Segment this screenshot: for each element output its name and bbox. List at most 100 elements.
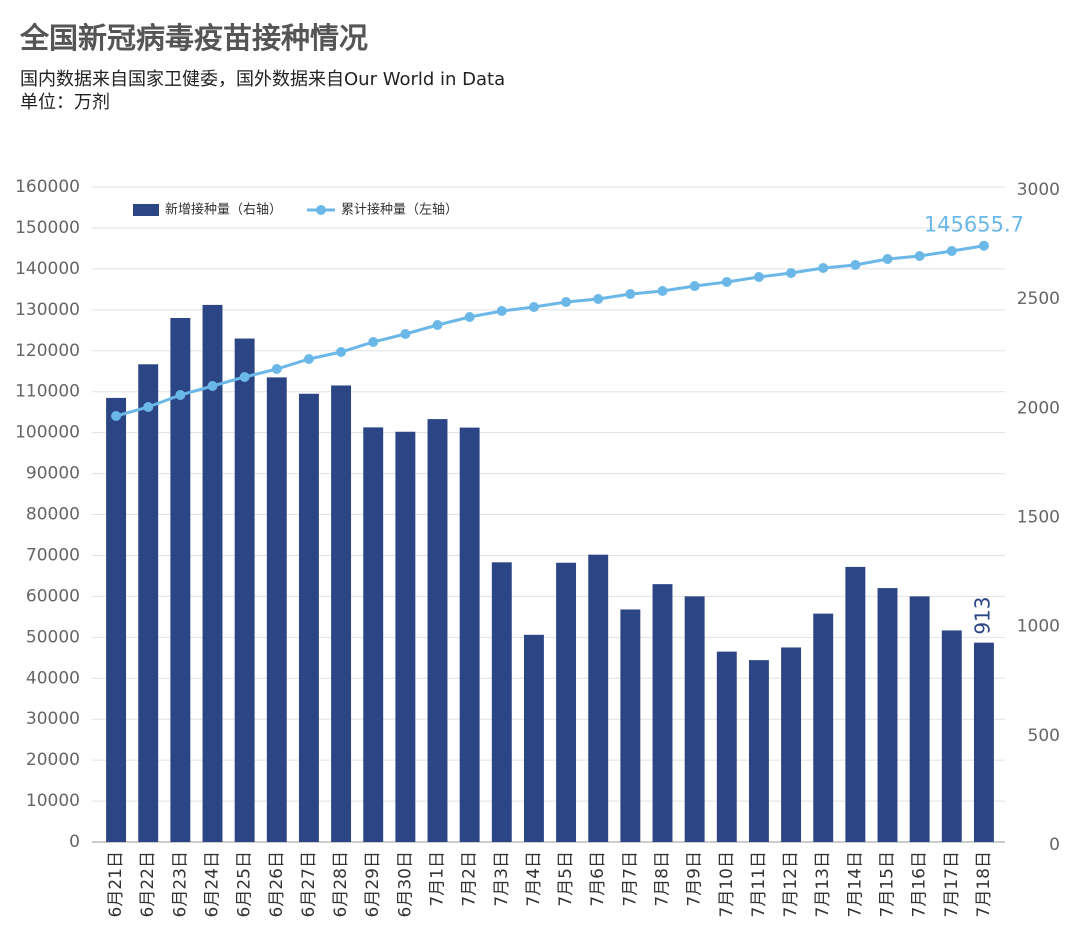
line-point	[593, 294, 604, 305]
x-tick-label: 6月30日	[395, 851, 415, 917]
bar	[331, 385, 352, 842]
line-point	[336, 346, 347, 357]
line-point	[207, 380, 218, 391]
bar	[845, 566, 866, 842]
x-tick-label: 7月14日	[845, 851, 865, 917]
data-label: 913	[970, 596, 994, 634]
bar	[748, 660, 769, 842]
line-point	[561, 296, 572, 307]
bar	[202, 304, 223, 842]
y-tick-label: 40000	[26, 668, 80, 688]
line-point	[464, 312, 475, 323]
data-label: 145655.7	[924, 213, 1024, 237]
line-point	[111, 411, 122, 422]
line-point	[786, 268, 797, 279]
bar	[684, 596, 705, 842]
line-point	[914, 251, 925, 262]
bar	[909, 596, 930, 842]
x-tick-label: 7月1日	[428, 851, 448, 907]
bar	[716, 651, 737, 842]
bar	[459, 427, 480, 842]
y2-tick-label: 3000	[1017, 180, 1060, 200]
y-tick-label: 50000	[26, 627, 80, 647]
line-point	[271, 364, 282, 375]
line-point	[432, 320, 443, 331]
x-tick-label: 7月2日	[460, 851, 480, 907]
bar	[234, 338, 255, 842]
y-tick-label: 20000	[26, 750, 80, 770]
x-tick-label: 6月28日	[331, 851, 351, 917]
y-tick-label: 30000	[26, 709, 80, 729]
line-point	[657, 286, 668, 297]
y-tick-label: 80000	[26, 505, 80, 525]
x-tick-label: 6月29日	[363, 851, 383, 917]
y2-tick-label: 1500	[1017, 508, 1060, 528]
x-tick-label: 7月8日	[653, 851, 673, 907]
x-tick-label: 6月25日	[235, 851, 255, 917]
chart-title: 全国新冠病毒疫苗接种情况	[19, 21, 368, 55]
y-tick-label: 110000	[15, 382, 80, 402]
bar	[620, 609, 641, 842]
line-point	[689, 281, 700, 292]
y-tick-label: 120000	[15, 341, 80, 361]
bar	[106, 397, 127, 842]
x-tick-label: 7月17日	[942, 851, 962, 917]
bar	[266, 377, 287, 842]
line-point	[882, 254, 893, 265]
x-tick-label: 7月18日	[974, 851, 994, 917]
x-tick-label: 7月12日	[781, 851, 801, 917]
y-tick-label: 60000	[26, 586, 80, 606]
y2-tick-label: 1000	[1017, 617, 1060, 637]
y2-tick-label: 2000	[1017, 398, 1060, 418]
x-tick-label: 6月21日	[106, 851, 126, 917]
x-tick-label: 6月24日	[203, 851, 223, 917]
bar	[652, 584, 673, 842]
line	[115, 244, 985, 418]
y-tick-label: 130000	[15, 300, 80, 320]
line-point	[528, 301, 539, 312]
line-point	[303, 353, 314, 364]
bar	[813, 613, 834, 842]
bar	[138, 364, 159, 842]
y-tick-label: 10000	[26, 791, 80, 811]
bar	[427, 419, 448, 842]
legend-label: 累计接种量（左轴）	[341, 202, 458, 218]
x-tick-label: 7月15日	[878, 851, 898, 917]
line-point	[496, 305, 507, 316]
line-point	[818, 263, 829, 274]
line-point	[143, 401, 154, 412]
line-point	[721, 277, 732, 288]
y-tick-label: 140000	[15, 259, 80, 279]
chart-subtitle: 国内数据来自国家卫健委，国外数据来自Our World in Data	[20, 69, 505, 90]
x-tick-label: 7月13日	[813, 851, 833, 917]
bar	[395, 431, 416, 842]
y-tick-label: 100000	[15, 423, 80, 443]
bar	[877, 588, 898, 842]
y-tick-label: 150000	[15, 218, 80, 238]
x-tick-label: 7月11日	[749, 851, 769, 917]
line-point	[978, 240, 989, 251]
x-tick-label: 7月7日	[620, 851, 640, 907]
bar	[491, 562, 512, 842]
bar	[523, 634, 544, 842]
y2-tick-label: 2500	[1017, 289, 1060, 309]
legend-swatch	[133, 204, 159, 216]
y-tick-label: 70000	[26, 545, 80, 565]
line-point	[368, 336, 379, 347]
bar	[363, 427, 384, 842]
y-tick-label: 0	[69, 832, 80, 852]
y2-tick-label: 0	[1049, 835, 1060, 855]
x-tick-label: 7月9日	[685, 851, 705, 907]
y2-tick-label: 500	[1028, 726, 1060, 746]
bar	[973, 642, 994, 842]
bar	[781, 647, 802, 842]
x-tick-label: 7月4日	[524, 851, 544, 907]
bar	[588, 554, 609, 842]
x-tick-label: 7月5日	[556, 851, 576, 907]
bar	[941, 630, 962, 842]
x-tick-label: 6月26日	[267, 851, 287, 917]
legend-label: 新增接种量（右轴）	[165, 202, 282, 218]
x-tick-label: 7月3日	[492, 851, 512, 907]
